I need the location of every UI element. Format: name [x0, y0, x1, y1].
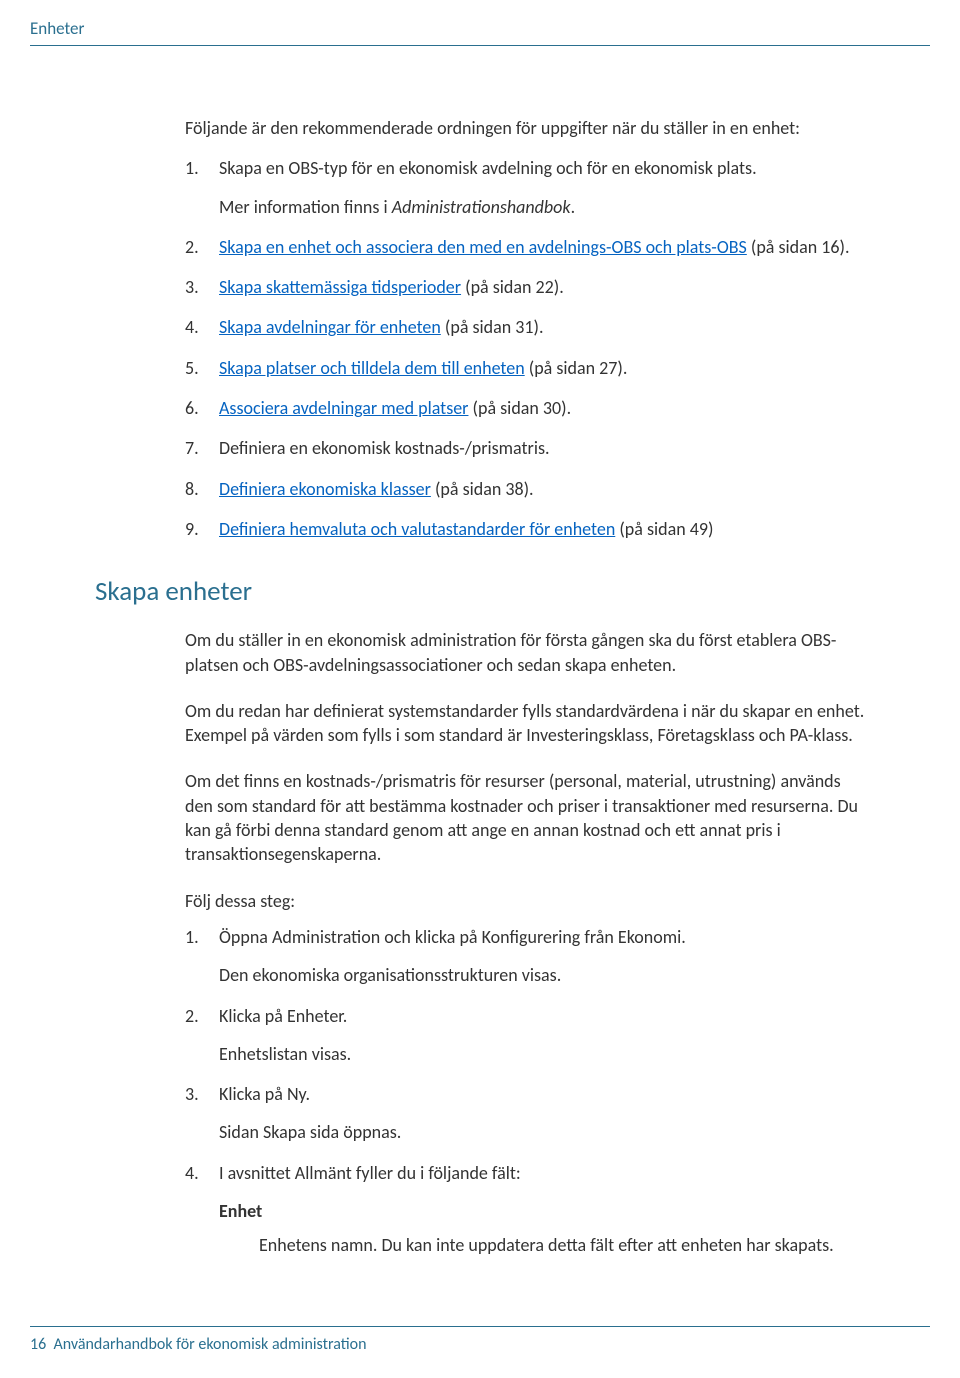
step-item: I avsnittet Allmänt fyller du i följande…: [185, 1161, 865, 1258]
footer-text: 16 Användarhandbok för ekonomisk adminis…: [30, 1335, 930, 1354]
recommended-order-list: Skapa en OBS-typ för en ekonomisk avdeln…: [185, 156, 865, 541]
link-tax-periods[interactable]: Skapa skattemässiga tidsperioder: [219, 276, 461, 298]
section-body: Om du ställer in en ekonomisk administra…: [95, 628, 865, 1257]
intro-block: Följande är den rekommenderade ordningen…: [95, 116, 865, 541]
book-title: Användarhandbok för ekonomisk administra…: [53, 1335, 366, 1354]
page-header: Enheter: [0, 0, 960, 39]
body-paragraph: Om det finns en kostnads-/prismatris för…: [185, 769, 865, 866]
list-item: Skapa skattemässiga tidsperioder (på sid…: [185, 275, 865, 299]
list-item-subtext: Mer information finns i Administrationsh…: [219, 195, 865, 219]
list-item-after: (på sidan 49): [615, 518, 713, 540]
steps-list: Öppna Administration och klicka på Konfi…: [185, 925, 865, 1258]
step-item: Klicka på Enheter. Enhetslistan visas.: [185, 1004, 865, 1067]
step-main: Klicka på Enheter.: [219, 1005, 347, 1027]
list-item-after: (på sidan 16).: [747, 236, 850, 258]
list-item-after: (på sidan 38).: [431, 478, 534, 500]
list-item-text: Skapa en OBS-typ för en ekonomisk avdeln…: [219, 157, 757, 179]
subtext-italic: Administrationshandbok: [392, 196, 571, 218]
link-define-classes[interactable]: Definiera ekonomiska klasser: [219, 478, 431, 500]
list-item: Skapa avdelningar för enheten (på sidan …: [185, 315, 865, 339]
page-root: Enheter Följande är den rekommenderade o…: [0, 0, 960, 1378]
step-sub: Enhetslistan visas.: [219, 1042, 865, 1066]
list-item-after: (på sidan 31).: [441, 316, 544, 338]
page-footer: 16 Användarhandbok för ekonomisk adminis…: [30, 1326, 930, 1354]
list-item-after: (på sidan 22).: [461, 276, 564, 298]
intro-paragraph: Följande är den rekommenderade ordningen…: [185, 116, 865, 140]
list-item: Definiera ekonomiska klasser (på sidan 3…: [185, 477, 865, 501]
body-paragraph: Om du ställer in en ekonomisk administra…: [185, 628, 865, 677]
step-main: Öppna Administration och klicka på Konfi…: [219, 926, 686, 948]
list-item: Skapa platser och tilldela dem till enhe…: [185, 356, 865, 380]
subtext-before: Mer information finns i: [219, 196, 392, 218]
list-item: Definiera en ekonomisk kostnads-/prismat…: [185, 436, 865, 460]
step-sub: Den ekonomiska organisationsstrukturen v…: [219, 963, 865, 987]
steps-intro: Följ dessa steg:: [185, 889, 865, 913]
footer-rule: [30, 1326, 930, 1327]
link-create-departments[interactable]: Skapa avdelningar för enheten: [219, 316, 441, 338]
list-item-after: (på sidan 30).: [468, 397, 571, 419]
header-title: Enheter: [30, 18, 960, 39]
link-create-locations[interactable]: Skapa platser och tilldela dem till enhe…: [219, 357, 525, 379]
subtext-after: .: [571, 196, 576, 218]
link-create-entity[interactable]: Skapa en enhet och associera den med en …: [219, 236, 747, 258]
page-number: 16: [30, 1335, 46, 1354]
step-item: Klicka på Ny. Sidan Skapa sida öppnas.: [185, 1082, 865, 1145]
step-main: Klicka på Ny.: [219, 1083, 310, 1105]
section-heading-skapa-enheter: Skapa enheter: [95, 575, 865, 608]
step-sub: Sidan Skapa sida öppnas.: [219, 1120, 865, 1144]
main-content: Följande är den rekommenderade ordningen…: [0, 46, 960, 1258]
list-item: Skapa en enhet och associera den med en …: [185, 235, 865, 259]
list-item: Associera avdelningar med platser (på si…: [185, 396, 865, 420]
body-paragraph: Om du redan har definierat systemstandar…: [185, 699, 865, 748]
field-definition: Enhetens namn. Du kan inte uppdatera det…: [219, 1233, 865, 1257]
step-item: Öppna Administration och klicka på Konfi…: [185, 925, 865, 988]
list-item-after: (på sidan 27).: [525, 357, 628, 379]
list-item: Definiera hemvaluta och valutastandarder…: [185, 517, 865, 541]
list-item-text: Definiera en ekonomisk kostnads-/prismat…: [219, 437, 550, 459]
link-associate-departments[interactable]: Associera avdelningar med platser: [219, 397, 468, 419]
link-define-currency[interactable]: Definiera hemvaluta och valutastandarder…: [219, 518, 615, 540]
list-item: Skapa en OBS-typ för en ekonomisk avdeln…: [185, 156, 865, 219]
field-label: Enhet: [219, 1199, 865, 1223]
step-main: I avsnittet Allmänt fyller du i följande…: [219, 1162, 521, 1184]
